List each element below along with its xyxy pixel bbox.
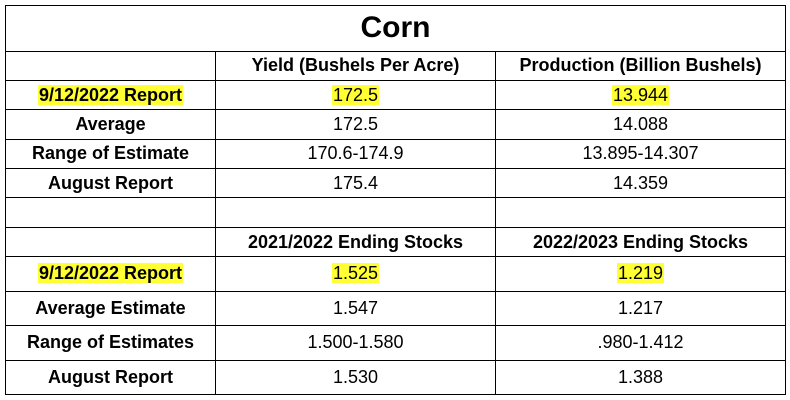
yield-cell: 175.4 — [215, 168, 496, 199]
yield-cell: 170.6-174.9 — [215, 138, 496, 170]
stocks-2022-cell: .980-1.412 — [494, 325, 787, 361]
production-cell: 14.088 — [494, 109, 787, 140]
production-cell: 14.359 — [494, 168, 787, 199]
table-row: August Report 175.4 14.359 — [5, 168, 787, 199]
stocks-2021-cell: 1.530 — [215, 359, 496, 396]
row-label: 9/12/2022 Report — [5, 256, 216, 292]
row-label: Average — [5, 109, 216, 140]
row-label: Range of Estimate — [5, 138, 216, 170]
stocks-2021-cell: 1.500-1.580 — [215, 325, 496, 361]
section1-header-row: Yield (Bushels Per Acre) Production (Bil… — [5, 50, 787, 81]
title-row: Corn — [4, 5, 787, 52]
yield-header: Yield (Bushels Per Acre) — [215, 50, 496, 81]
stocks-2022-cell: 1.219 — [494, 256, 787, 292]
production-cell: 13.944 — [494, 79, 787, 111]
yield-cell: 172.5 — [215, 79, 496, 111]
stocks-2022-cell: 1.217 — [494, 290, 787, 327]
highlighted-value: 1.219 — [616, 263, 665, 284]
stocks-2021-cell: 1.547 — [215, 290, 496, 327]
row-label: August Report — [5, 168, 216, 199]
highlighted-value: 1.525 — [331, 263, 380, 284]
table-title: Corn — [4, 5, 787, 52]
stocks-2022-header: 2022/2023 Ending Stocks — [494, 226, 787, 258]
table-row: Average 172.5 14.088 — [5, 109, 787, 140]
highlighted-label: 9/12/2022 Report — [37, 84, 184, 105]
stocks-2022-cell: 1.388 — [494, 359, 787, 396]
row-label: 9/12/2022 Report — [5, 79, 216, 111]
row-label: Range of Estimates — [5, 325, 216, 361]
table-row: August Report 1.530 1.388 — [5, 359, 787, 396]
highlighted-value: 13.944 — [611, 84, 670, 105]
highlighted-value: 172.5 — [331, 84, 380, 105]
section2-header-row: 2021/2022 Ending Stocks 2022/2023 Ending… — [5, 226, 787, 258]
spacer-cell — [5, 197, 216, 228]
table-row: Range of Estimates 1.500-1.580 .980-1.41… — [5, 325, 787, 361]
production-header: Production (Billion Bushels) — [494, 50, 787, 81]
row-label: August Report — [5, 359, 216, 396]
spacer-cell — [494, 197, 787, 228]
stocks-2021-cell: 1.525 — [215, 256, 496, 292]
spacer-row — [5, 197, 787, 228]
row-label: Average Estimate — [5, 290, 216, 327]
header-blank — [5, 50, 216, 81]
table-row: Average Estimate 1.547 1.217 — [5, 290, 787, 327]
production-cell: 13.895-14.307 — [494, 138, 787, 170]
table-row: 9/12/2022 Report 1.525 1.219 — [5, 256, 787, 292]
corn-report-table: Corn Yield (Bushels Per Acre) Production… — [4, 5, 787, 396]
spacer-cell — [215, 197, 496, 228]
stocks-2021-header: 2021/2022 Ending Stocks — [215, 226, 496, 258]
yield-cell: 172.5 — [215, 109, 496, 140]
highlighted-label: 9/12/2022 Report — [37, 263, 184, 284]
table-row: 9/12/2022 Report 172.5 13.944 — [5, 79, 787, 111]
table-row: Range of Estimate 170.6-174.9 13.895-14.… — [5, 138, 787, 170]
header-blank — [5, 226, 216, 258]
